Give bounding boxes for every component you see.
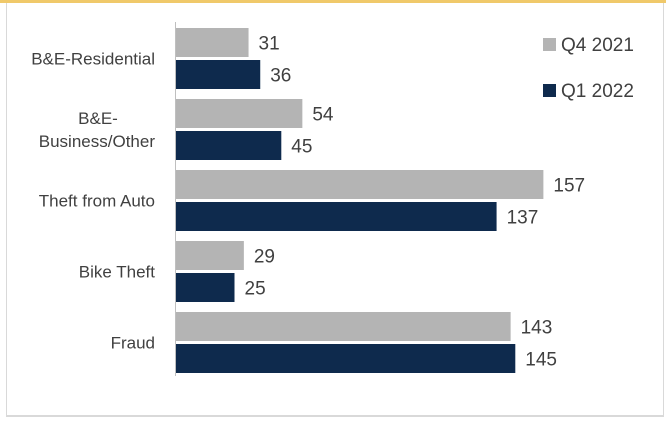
bar-0-4: [176, 312, 511, 341]
value-label-0-2: 157: [553, 176, 585, 197]
value-label-1-1: 45: [291, 137, 312, 158]
value-label-1-0: 36: [270, 66, 291, 87]
value-label-1-2: 137: [507, 208, 539, 229]
legend-label-0: Q4 2021: [561, 35, 634, 56]
category-label-3-0: Bike Theft: [79, 263, 156, 282]
category-label-0-0: B&E-Residential: [31, 50, 155, 69]
value-label-0-0: 31: [259, 34, 280, 55]
legend: Q4 2021 Q1 2022: [543, 35, 634, 102]
bar-1-4: [176, 344, 516, 373]
value-label-1-3: 25: [245, 279, 266, 300]
bar-1-1: [176, 131, 282, 160]
value-label-1-4: 145: [525, 350, 557, 371]
legend-swatch-1: [543, 84, 556, 97]
bar-1-2: [176, 202, 497, 231]
bar-0-2: [176, 170, 544, 199]
bar-1-3: [176, 273, 235, 302]
bar-0-3: [176, 241, 244, 270]
chart-border: [6, 3, 664, 417]
value-label-0-1: 54: [312, 105, 334, 126]
bar-0-0: [176, 28, 249, 57]
category-label-1-1: Business/Other: [39, 132, 156, 151]
category-label-4-0: Fraud: [111, 334, 155, 353]
category-labels-group: B&E-Residential B&E- Business/Other Theft f…: [31, 50, 155, 353]
bar-1-0: [176, 60, 261, 89]
top-accent-rule: [0, 0, 666, 3]
bars-group: [176, 28, 544, 373]
legend-label-1: Q1 2022: [561, 81, 634, 102]
value-label-0-3: 29: [254, 247, 275, 268]
category-label-1-0: B&E-: [78, 109, 118, 128]
value-label-0-4: 143: [521, 318, 553, 339]
bar-0-1: [176, 99, 303, 128]
category-label-2-0: Theft from Auto: [39, 192, 155, 211]
legend-swatch-0: [543, 38, 556, 51]
